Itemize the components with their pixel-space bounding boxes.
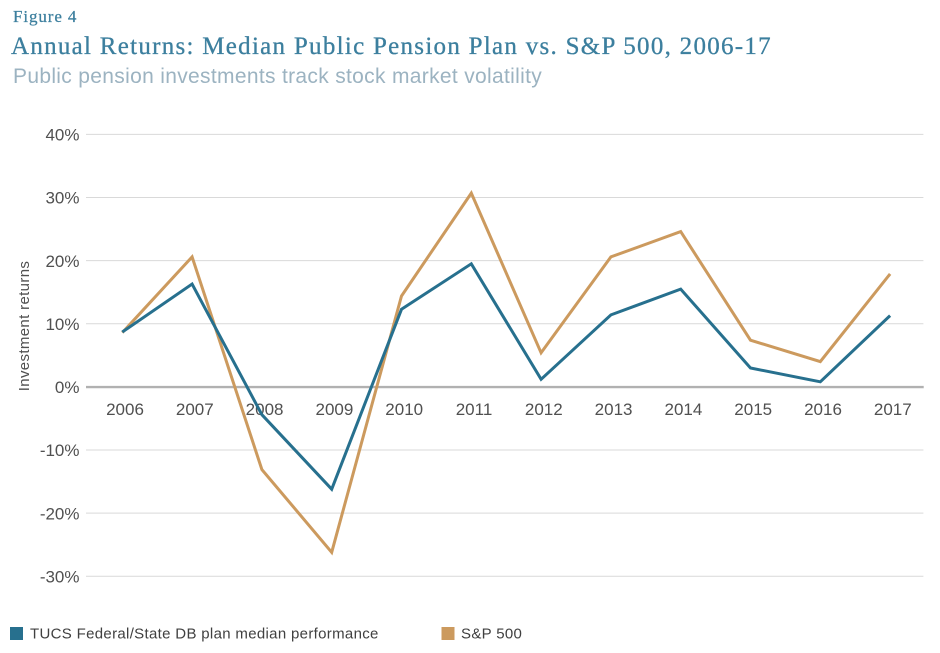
svg-text:2013: 2013 — [595, 400, 633, 419]
svg-text:2017: 2017 — [874, 400, 912, 419]
svg-text:2015: 2015 — [734, 400, 772, 419]
svg-text:30%: 30% — [45, 189, 79, 208]
svg-text:2014: 2014 — [664, 400, 702, 419]
svg-text:20%: 20% — [45, 252, 79, 271]
svg-text:2009: 2009 — [315, 400, 353, 419]
svg-text:S&P 500: S&P 500 — [461, 626, 522, 643]
svg-text:2006: 2006 — [106, 400, 144, 419]
svg-text:Investment returns: Investment returns — [16, 261, 33, 392]
svg-text:TUCS Federal/State DB plan med: TUCS Federal/State DB plan median perfor… — [30, 626, 379, 643]
svg-text:2007: 2007 — [176, 400, 214, 419]
svg-text:2011: 2011 — [456, 400, 493, 419]
svg-text:-10%: -10% — [40, 441, 80, 460]
svg-text:40%: 40% — [45, 126, 79, 145]
svg-text:-20%: -20% — [40, 504, 80, 523]
svg-text:2012: 2012 — [525, 400, 563, 419]
svg-text:0%: 0% — [55, 378, 80, 397]
svg-text:2010: 2010 — [385, 400, 423, 419]
svg-text:10%: 10% — [45, 315, 79, 334]
svg-text:-30%: -30% — [40, 568, 80, 587]
svg-text:2016: 2016 — [804, 400, 842, 419]
